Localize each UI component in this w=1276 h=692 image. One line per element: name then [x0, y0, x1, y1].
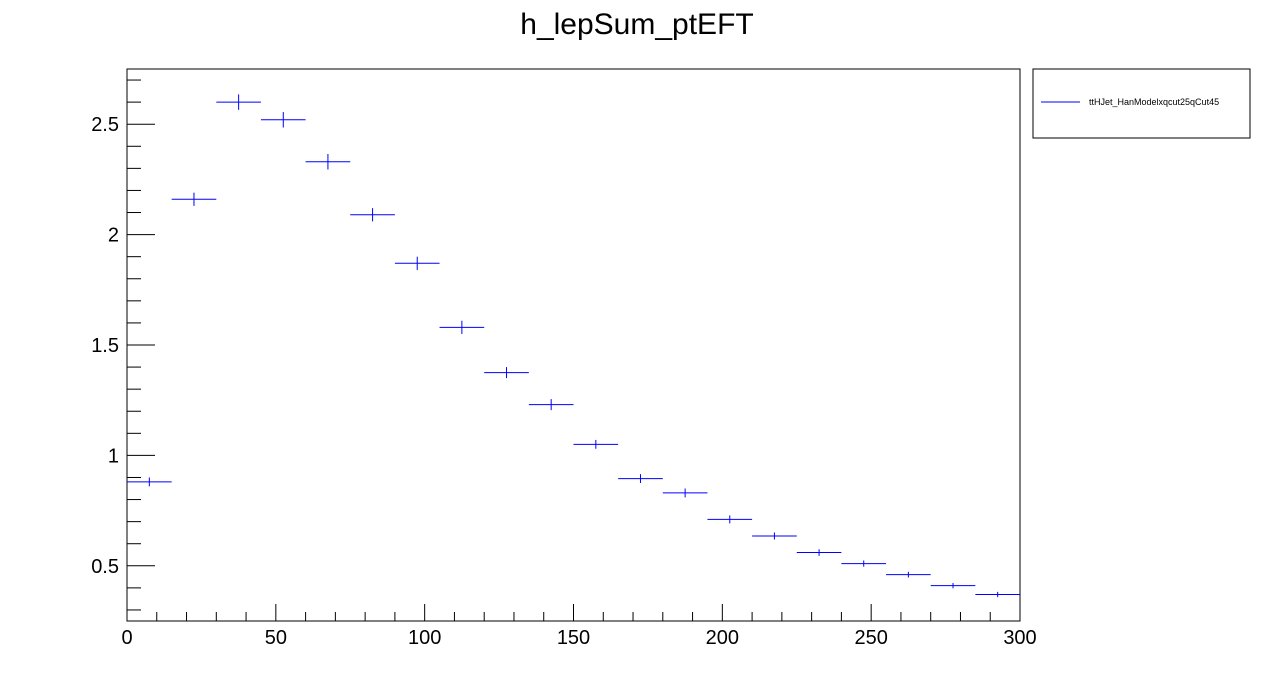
histogram-bin: [439, 320, 485, 334]
y-axis-ticks: [127, 79, 155, 611]
x-axis-ticks: [126, 604, 1021, 621]
histogram-bin: [573, 439, 619, 449]
histogram-bin: [975, 591, 1020, 598]
y-axis-tick-labels: 0.5 1 1.5 2 2.5: [91, 114, 119, 578]
legend: ttHJet_HanModelxqcut25qCut45: [1032, 68, 1251, 139]
y-tick-label: 1: [108, 445, 119, 467]
histogram-bins: [127, 94, 1020, 598]
histogram-bin: [796, 549, 842, 556]
y-tick-label: 2.5: [91, 114, 119, 136]
histogram-bin: [305, 154, 351, 170]
x-tick-label: 250: [854, 627, 887, 649]
histogram-bin: [841, 560, 887, 567]
x-tick-label: 50: [265, 627, 287, 649]
histogram-bin: [484, 367, 529, 379]
histogram-bin: [216, 94, 261, 110]
x-tick-label: 150: [557, 627, 590, 649]
x-tick-label: 300: [1003, 627, 1036, 649]
histogram-bin: [930, 583, 976, 589]
x-tick-label: 0: [121, 627, 132, 649]
histogram-bin: [171, 192, 217, 206]
histogram-bin: [350, 208, 395, 222]
histogram-bin: [618, 474, 663, 483]
chart-title: h_lepSum_ptEFT: [520, 8, 753, 41]
legend-box: [1032, 68, 1251, 139]
histogram-bin: [127, 477, 172, 487]
y-tick-label: 0.5: [91, 556, 119, 578]
x-axis-tick-labels: 0 50 100 150 200 250 300: [121, 627, 1036, 649]
histogram-bin: [886, 571, 931, 578]
legend-entry-label: ttHJet_HanModelxqcut25qCut45: [1089, 97, 1219, 107]
x-tick-label: 200: [706, 627, 739, 649]
y-tick-label: 2: [108, 225, 119, 247]
histogram-bin: [662, 488, 708, 498]
histogram-bin: [752, 532, 797, 540]
y-tick-label: 1.5: [91, 335, 119, 357]
histogram-bin: [707, 515, 753, 524]
histogram-bin: [394, 256, 440, 270]
histogram-bin: [260, 112, 306, 128]
x-tick-label: 100: [408, 627, 441, 649]
histogram-bin: [528, 399, 574, 411]
